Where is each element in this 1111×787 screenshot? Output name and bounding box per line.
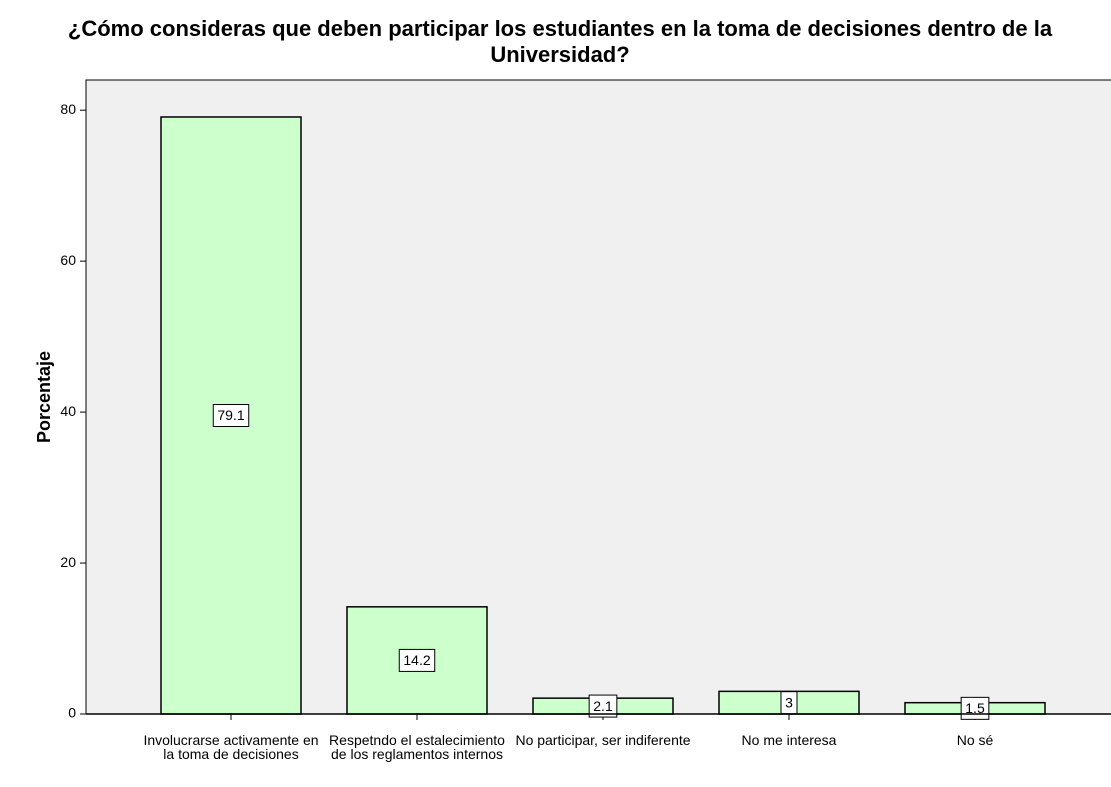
value-label-box (398, 648, 436, 672)
y-tick-label: 20 (60, 554, 76, 570)
value-label: 3 (785, 694, 793, 710)
y-tick-label: 80 (60, 101, 76, 117)
chart-title: ¿Cómo consideras que deben participar lo… (67, 16, 1053, 67)
y-axis-label: Porcentaje (34, 351, 54, 443)
value-label: 2.1 (593, 698, 613, 714)
x-tick-label: No participar, ser indiferente (515, 732, 691, 748)
x-tick-label: No me interesa (741, 732, 837, 748)
value-label: 1.5 (965, 700, 985, 716)
x-tick-label: Respetndo el estalecimiento de los regla… (329, 732, 505, 762)
y-tick-label: 40 (60, 403, 76, 419)
value-label-box (588, 694, 618, 718)
y-tick-label: 0 (68, 705, 76, 721)
y-tick-label: 60 (60, 252, 76, 268)
value-label: 79.1 (217, 407, 244, 423)
x-tick-label: No sé (956, 732, 994, 748)
x-tick-label: Involucrarse activamente en la toma de d… (143, 732, 319, 762)
value-label-box (212, 403, 250, 427)
value-label: 14.2 (403, 652, 430, 668)
